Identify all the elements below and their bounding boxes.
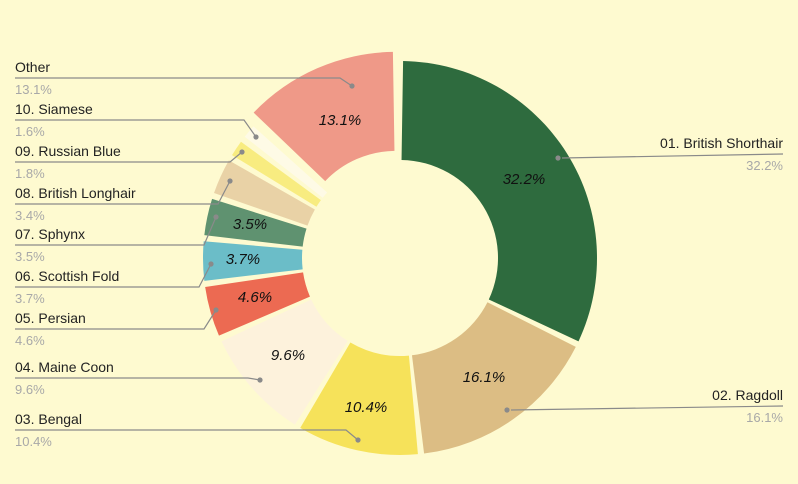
slice-siamese — [244, 126, 328, 198]
leader-dot-british-longhair — [227, 178, 233, 184]
slice-persian — [205, 272, 310, 336]
slice-pct-label-bengal: 10.4% — [345, 399, 388, 416]
slice-british-shorthair — [401, 61, 597, 342]
callout-label-russian-blue: 09. Russian Blue — [15, 143, 121, 159]
slice-pct-label-ragdoll: 16.1% — [463, 369, 506, 386]
leader-dot-scottish-fold — [208, 261, 214, 267]
slice-pct-label-scottish-fold: 3.7% — [226, 251, 260, 268]
callout-label-maine-coon: 04. Maine Coon — [15, 359, 114, 375]
slice-other — [253, 51, 395, 182]
callout-label-sphynx: 07. Sphynx — [15, 226, 85, 242]
slice-maine-coon — [221, 299, 348, 425]
callout-pct-persian: 4.6% — [15, 333, 45, 348]
leader-dot-ragdoll — [504, 407, 510, 413]
callout-pct-siamese: 1.6% — [15, 124, 45, 139]
leader-dot-maine-coon — [257, 377, 263, 383]
slice-bengal — [300, 342, 418, 455]
leader-line-maine-coon — [15, 377, 261, 381]
slice-sphynx — [204, 198, 307, 247]
callout-pct-ragdoll: 16.1% — [746, 410, 783, 425]
callout-label-british-longhair: 08. British Longhair — [15, 185, 136, 201]
leader-dot-siamese — [253, 134, 259, 140]
callout-pct-british-longhair: 3.4% — [15, 208, 45, 223]
callout-pct-other: 13.1% — [15, 82, 52, 97]
leader-dot-russian-blue — [239, 149, 245, 155]
leader-line-bengal — [15, 429, 359, 441]
callout-label-persian: 05. Persian — [15, 310, 86, 326]
leader-line-siamese — [15, 119, 257, 138]
slices-group — [203, 51, 597, 455]
leader-dot-bengal — [355, 437, 361, 443]
leader-line-british-shorthair — [561, 153, 784, 159]
callout-label-other: Other — [15, 59, 50, 75]
callout-label-scottish-fold: 06. Scottish Fold — [15, 268, 119, 284]
leader-line-other — [15, 77, 353, 87]
leader-line-persian — [15, 309, 217, 330]
callout-label-siamese: 10. Siamese — [15, 101, 93, 117]
slice-pct-label-maine-coon: 9.6% — [271, 347, 305, 364]
callout-label-ragdoll: 02. Ragdoll — [712, 387, 783, 403]
callout-pct-maine-coon: 9.6% — [15, 382, 45, 397]
leader-dot-persian — [213, 307, 219, 313]
inner-labels-group: 32.2% 16.1% 10.4% 9.6% 4.6% 3.7% 3.5% 13.1% — [226, 112, 545, 416]
callouts-group: 01. British Shorthair 32.2% 02. Ragdoll 16.… — [15, 59, 783, 449]
callout-pct-british-shorthair: 32.2% — [746, 158, 783, 173]
callout-label-bengal: 03. Bengal — [15, 411, 82, 427]
slice-scottish-fold — [203, 241, 303, 281]
callout-pct-russian-blue: 1.8% — [15, 166, 45, 181]
slice-pct-label-british-shorthair: 32.2% — [503, 171, 546, 188]
slice-pct-label-persian: 4.6% — [238, 289, 272, 306]
leader-dot-british-shorthair — [555, 155, 561, 161]
callout-pct-scottish-fold: 3.7% — [15, 291, 45, 306]
slice-pct-label-other: 13.1% — [319, 112, 362, 129]
leader-line-sphynx — [15, 216, 217, 246]
callout-pct-sphynx: 3.5% — [15, 249, 45, 264]
leader-dot-other — [349, 83, 355, 89]
leader-line-ragdoll — [510, 405, 784, 411]
slice-pct-label-sphynx: 3.5% — [233, 216, 267, 233]
leader-dot-sphynx — [213, 214, 219, 220]
slice-british-longhair — [214, 160, 315, 226]
callout-label-british-shorthair: 01. British Shorthair — [660, 135, 783, 151]
leader-line-british-longhair — [15, 180, 231, 205]
leader-line-russian-blue — [15, 151, 243, 163]
slice-ragdoll — [411, 302, 576, 454]
slice-russian-blue — [232, 141, 321, 207]
leader-line-scottish-fold — [15, 263, 212, 288]
callout-pct-bengal: 10.4% — [15, 434, 52, 449]
